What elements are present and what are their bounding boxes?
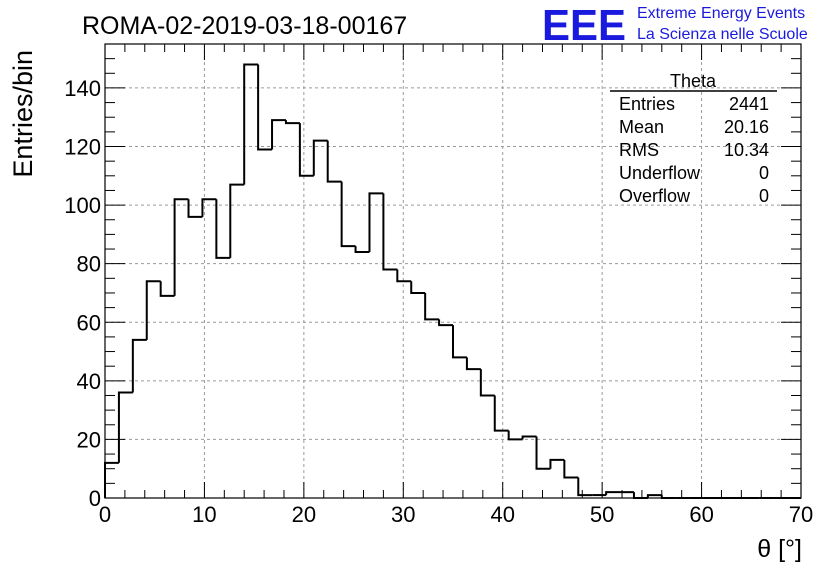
histogram-bin [535,436,551,470]
logo-line-2: La Scienza nelle Scuole [637,26,808,43]
histogram-bin [507,430,523,441]
stats-row-label: Mean [619,117,664,137]
histogram-bin [605,491,621,496]
y-tick-label: 20 [77,427,101,452]
stats-row-label: Underflow [619,163,701,183]
histogram-bin [340,181,356,248]
x-tick-label: 60 [689,502,713,527]
stats-row-value: 0 [759,163,769,183]
y-tick-label: 100 [64,193,101,218]
histogram-bin [215,199,231,259]
stats-box: Theta Entries 2441 Mean 20.16 RMS 10.34 Underf… [610,71,777,206]
y-tick-label: 140 [64,76,101,101]
stats-row-label: RMS [619,140,659,160]
histogram-bin [549,458,565,469]
chart-title: ROMA-02-2019-03-18-00167 [82,12,407,40]
x-tick-label: 0 [99,502,111,527]
stats-row-value: 10.34 [724,140,769,160]
grid-layer [105,44,801,498]
histogram-bin [243,63,259,185]
histogram-bin [452,325,467,359]
histogram-bin [298,123,314,177]
x-tick-label: 70 [789,502,813,527]
y-axis-label: Entries/bin [8,50,38,178]
stats-row-value: 0 [759,186,769,206]
histogram-bin [563,459,579,479]
x-tick-label: 50 [590,502,614,527]
histogram-bin [424,292,440,321]
histogram-bin [382,193,398,271]
x-tick-label: 40 [490,502,514,527]
histogram-bin [284,120,300,125]
histogram-layer [104,63,801,499]
axis-ticks [104,43,802,499]
histogram-bin [257,64,273,151]
y-tick-labels: 0 20 40 60 80 100 120 140 [64,76,101,511]
stats-row-label: Entries [619,94,675,114]
histogram-bin [104,461,119,498]
eee-logo: EEE Extreme Energy Events La Scienza nel… [542,1,808,50]
stats-row-value: 2441 [729,94,769,114]
x-tick-label: 30 [391,502,415,527]
histogram-bin [354,246,370,253]
histogram-bin [493,395,509,432]
y-tick-label: 0 [89,486,101,511]
histogram-bin [410,281,426,294]
histogram-bin [173,198,189,296]
histogram-bin [312,139,328,176]
histogram-bin [368,192,384,252]
y-tick-label: 120 [64,135,101,160]
y-tick-label: 80 [77,252,101,277]
histogram-bin [521,435,537,440]
histogram-bin [465,357,481,371]
histogram-bin [117,391,133,463]
histogram-bin [396,269,412,283]
x-tick-label: 20 [292,502,316,527]
histogram-bin [271,119,286,150]
histogram-bin [632,492,648,499]
logo-line-1: Extreme Energy Events [637,5,805,22]
histogram-bin [201,198,217,217]
y-tick-label: 60 [77,310,101,335]
histogram-bin [159,281,175,297]
histogram-bin [326,140,342,183]
histogram-bin [229,183,245,258]
histogram-bin [646,494,662,498]
stats-row-label: Overflow [619,186,691,206]
stats-row-value: 20.16 [724,117,769,137]
x-tick-labels: 0 10 20 30 40 50 60 70 [99,502,813,527]
histogram-bin [187,199,203,218]
stats-box-title: Theta [670,71,717,91]
eee-logo-mark: EEE [542,1,626,50]
histogram-bin [438,319,453,327]
histogram-bin [577,477,593,497]
histogram-bin [479,369,495,397]
histogram-bin [145,280,161,340]
x-axis-label: θ [°] [757,535,802,563]
plot-frame [104,43,802,499]
x-tick-label: 10 [192,502,216,527]
histogram-bin [660,495,676,499]
y-tick-label: 40 [77,369,101,394]
histogram-bin [131,338,147,393]
